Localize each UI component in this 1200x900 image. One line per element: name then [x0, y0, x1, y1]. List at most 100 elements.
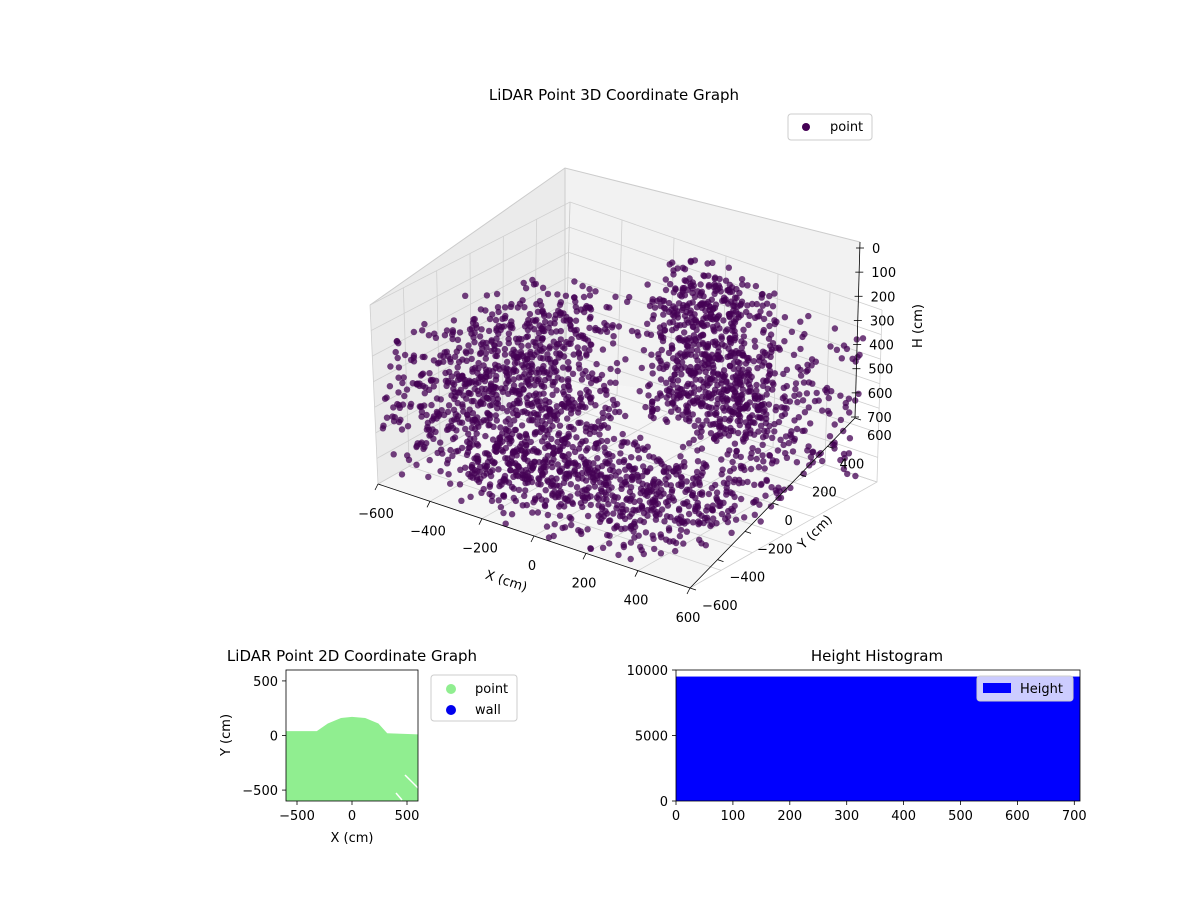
point-3d	[499, 404, 506, 412]
point-3d	[508, 350, 515, 357]
point-3d	[491, 459, 498, 466]
point-3d	[791, 392, 798, 399]
point-3d	[703, 507, 710, 514]
point-3d	[807, 420, 814, 427]
x-tick-label: −200	[462, 542, 498, 557]
point-3d	[634, 329, 641, 336]
point-3d	[518, 422, 526, 429]
point-3d	[689, 398, 697, 405]
point-3d	[505, 366, 512, 373]
point-3d	[393, 338, 400, 345]
point-3d	[511, 360, 519, 367]
point-3d	[592, 288, 599, 295]
point-3d	[510, 494, 517, 502]
point-3d	[698, 402, 705, 410]
y-axis-label-2d: Y (cm)	[219, 714, 234, 757]
point-3d	[642, 403, 649, 411]
chart-3d-title: LiDAR Point 3D Coordinate Graph	[489, 86, 739, 104]
point-3d	[533, 396, 540, 403]
point-3d	[558, 465, 566, 472]
point-3d	[685, 367, 692, 375]
point-3d	[524, 333, 531, 340]
point-3d	[544, 477, 551, 484]
point-3d	[543, 369, 551, 376]
point-3d	[418, 439, 425, 446]
point-3d	[493, 335, 500, 342]
point-3d	[805, 312, 812, 320]
point-3d	[768, 348, 775, 356]
y-tick-label: −400	[730, 571, 766, 586]
x-tick-label: 200	[572, 576, 597, 591]
point-3d	[689, 519, 697, 526]
point-3d	[662, 416, 669, 423]
point-3d	[674, 377, 682, 384]
point-3d	[733, 448, 740, 455]
point-3d	[387, 363, 394, 370]
point-3d	[640, 518, 648, 526]
point-3d	[771, 370, 778, 377]
point-3d	[694, 499, 701, 507]
point-3d	[657, 480, 664, 487]
point-3d	[654, 500, 662, 507]
point-3d	[579, 438, 586, 445]
point-3d	[546, 426, 553, 433]
point-3d	[478, 341, 485, 348]
point-3d	[660, 304, 668, 311]
point-3d	[692, 494, 699, 502]
point-3d	[837, 392, 844, 399]
point-3d	[670, 399, 677, 406]
point-3d	[813, 389, 820, 397]
point-3d	[608, 324, 616, 331]
point-3d	[644, 320, 651, 327]
point-3d	[528, 460, 535, 468]
point-3d	[592, 376, 599, 383]
point-3d	[856, 351, 863, 359]
point-3d	[539, 471, 546, 478]
point-3d	[757, 394, 764, 401]
point-3d	[852, 472, 859, 480]
point-3d	[565, 451, 572, 458]
point-3d	[688, 313, 696, 321]
point-3d	[649, 488, 656, 495]
point-3d	[846, 409, 853, 416]
point-3d	[499, 388, 507, 395]
y-tick-label: 0	[785, 514, 793, 529]
point-3d	[595, 495, 602, 503]
point-3d	[777, 436, 784, 443]
point-3d	[564, 376, 572, 383]
point-3d	[582, 367, 589, 375]
point-3d	[741, 514, 748, 521]
point-3d	[761, 465, 768, 472]
points-2d-gap-2	[395, 792, 403, 801]
point-3d	[429, 426, 436, 433]
point-3d	[593, 360, 600, 368]
point-3d	[696, 490, 704, 497]
point-3d	[667, 375, 675, 383]
hist-x-tick-label: 700	[1062, 809, 1087, 824]
point-3d	[685, 319, 692, 326]
point-3d	[518, 447, 525, 454]
point-3d	[426, 456, 433, 464]
point-3d	[418, 408, 426, 415]
point-3d	[490, 423, 497, 430]
z-tick-label: 500	[868, 363, 893, 378]
point-3d	[686, 440, 693, 447]
point-3d	[574, 344, 581, 351]
point-3d	[792, 386, 799, 393]
point-3d	[809, 448, 817, 455]
point-3d	[434, 410, 441, 417]
point-3d	[665, 391, 673, 398]
point-3d	[838, 355, 845, 362]
point-3d	[423, 426, 431, 433]
point-3d	[538, 496, 545, 503]
point-3d	[689, 289, 696, 297]
point-3d	[742, 360, 750, 367]
point-3d	[606, 304, 613, 311]
point-3d	[786, 398, 794, 405]
point-3d	[418, 413, 425, 420]
point-3d	[493, 372, 500, 380]
point-3d	[657, 357, 664, 365]
point-3d	[543, 463, 550, 471]
point-3d	[634, 473, 641, 480]
point-3d	[801, 330, 808, 338]
